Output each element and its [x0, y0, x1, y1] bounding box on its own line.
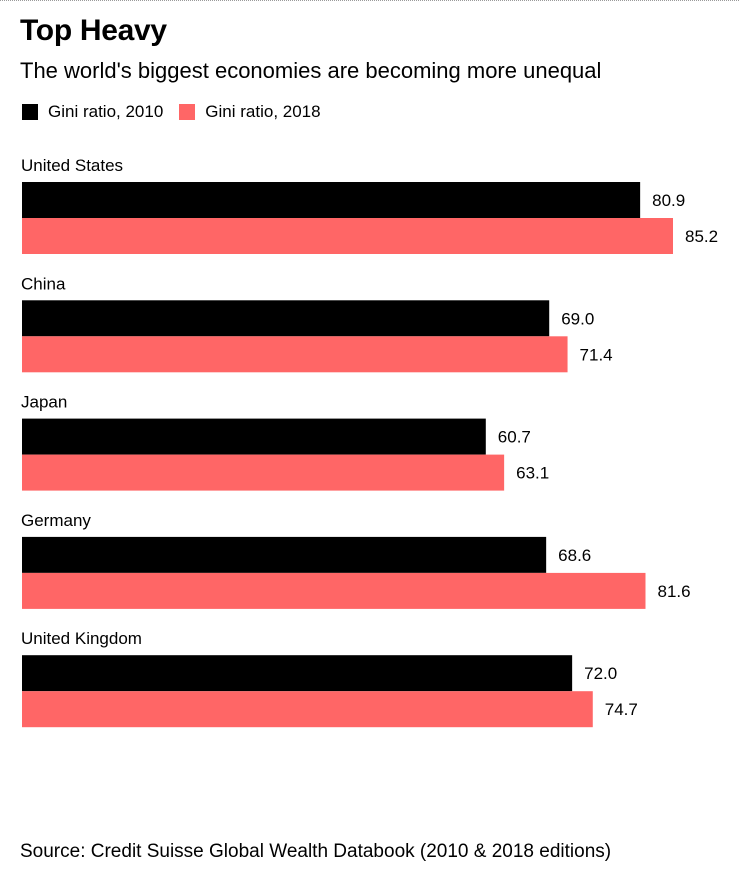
value-label-germany-2018: 81.6 [657, 582, 690, 601]
category-label-japan: Japan [21, 393, 67, 412]
bar-japan-2010 [22, 418, 486, 455]
source-note: Source: Credit Suisse Global Wealth Data… [20, 841, 612, 862]
legend-swatch-2010 [22, 104, 38, 120]
value-label-japan-2010: 60.7 [498, 428, 531, 447]
bar-china-2010 [22, 300, 550, 337]
legend-item-2018: Gini ratio, 2018 [179, 102, 321, 122]
bar-germany-2018 [22, 572, 646, 609]
bar-united-kingdom-2018 [22, 691, 593, 728]
chart-title: Top Heavy [20, 14, 167, 47]
legend-label-2018: Gini ratio, 2018 [205, 102, 321, 121]
bar-germany-2010 [22, 536, 547, 573]
category-label-germany: Germany [21, 511, 91, 530]
category-label-united-states: United States [21, 156, 123, 175]
chart-subtitle: The world's biggest economies are becomi… [20, 58, 602, 83]
value-label-united-kingdom-2018: 74.7 [605, 700, 638, 719]
value-label-china-2018: 71.4 [580, 345, 613, 364]
category-label-china: China [21, 274, 66, 293]
bar-united-states-2018 [22, 218, 673, 254]
legend-item-2010: Gini ratio, 2010 [22, 102, 163, 122]
bar-japan-2018 [22, 454, 505, 491]
value-label-united-states-2010: 80.9 [652, 191, 685, 210]
value-label-germany-2010: 68.6 [558, 546, 591, 565]
value-label-united-kingdom-2010: 72.0 [584, 664, 617, 683]
legend-swatch-2018 [179, 104, 196, 120]
bar-united-states-2010 [22, 182, 641, 218]
legend-label-2010: Gini ratio, 2010 [48, 102, 164, 121]
category-label-united-kingdom: United Kingdom [21, 629, 142, 648]
legend: Gini ratio, 2010 Gini ratio, 2018 [22, 101, 337, 123]
value-label-china-2010: 69.0 [561, 309, 594, 328]
top-dotted-rule [0, 0, 739, 1]
value-label-japan-2018: 63.1 [516, 464, 549, 483]
bar-united-kingdom-2010 [22, 655, 573, 692]
bar-chart-plot: United States 80.985.2 China 69.0 71.4 Japan 6… [21, 156, 718, 728]
value-label-united-states-2018: 85.2 [685, 227, 718, 246]
bar-china-2018 [22, 336, 568, 373]
